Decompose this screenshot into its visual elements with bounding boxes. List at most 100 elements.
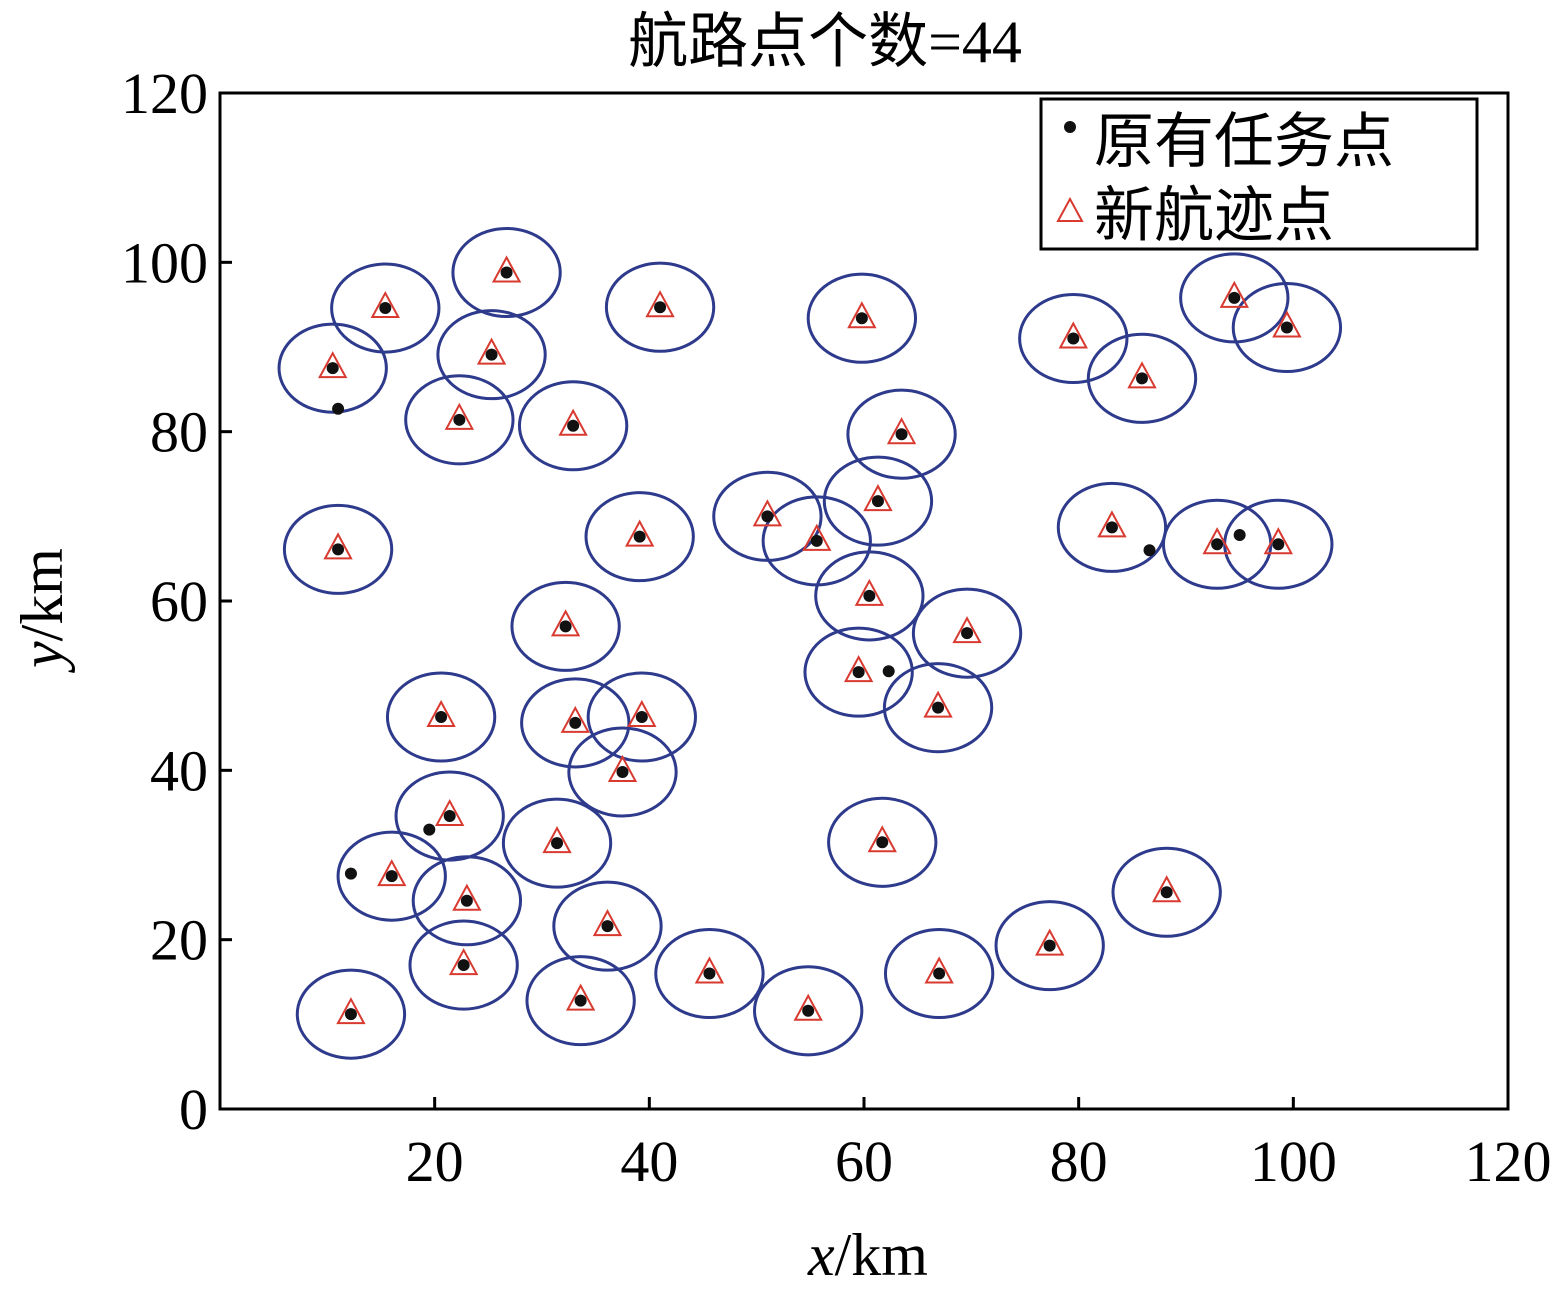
task-point-marker [500, 266, 513, 279]
waypoint-marker [1263, 527, 1293, 555]
x-axis-unit: /km [835, 1222, 928, 1288]
legend-label-task-point: 原有任务点 [1094, 109, 1394, 175]
task-point-marker [574, 994, 587, 1007]
coverage-circle [336, 830, 447, 922]
coverage-circle [1056, 481, 1168, 573]
task-point-marker [559, 620, 572, 633]
waypoint-marker [847, 301, 877, 329]
coverage-circle [827, 796, 938, 888]
task-point-marker [457, 959, 470, 972]
task-point-marker [423, 823, 436, 836]
y-tick-label: 100 [121, 230, 208, 295]
coverage-circle [654, 928, 765, 1020]
waypoint-marker [476, 337, 507, 365]
waypoint-marker [318, 351, 348, 379]
task-point-marker [882, 665, 895, 678]
task-point-marker [567, 419, 580, 432]
task-point-marker [961, 627, 974, 640]
task-point-marker [1143, 544, 1156, 557]
task-point-marker [855, 312, 868, 325]
coverage-circle [282, 503, 394, 595]
coverage-circle [883, 928, 995, 1020]
coverage-circle [404, 374, 515, 466]
task-point-marker [1043, 939, 1056, 952]
task-point-marker [1211, 538, 1224, 551]
waypoint-marker [793, 993, 823, 1021]
waypoint-marker [336, 997, 366, 1025]
coverage-circle [330, 262, 441, 354]
y-tick-label: 0 [179, 1077, 208, 1142]
task-point-marker [379, 302, 392, 315]
coverage-circle [1231, 282, 1343, 374]
coverage-circle [846, 388, 957, 480]
waypoint-marker [323, 532, 353, 560]
task-point-marker [569, 716, 582, 729]
waypoint-marker [843, 655, 874, 683]
waypoint-marker [854, 578, 885, 606]
coverage-circle [1111, 846, 1222, 938]
x-tick-label: 40 [620, 1129, 678, 1194]
coverage-circles [277, 226, 1343, 1060]
waypoint-marker [867, 825, 897, 853]
coverage-circle [586, 671, 697, 763]
coverage-circle [552, 880, 663, 972]
coverage-circle [1179, 252, 1290, 344]
waypoint-marker [923, 690, 953, 718]
task-point-marker [332, 543, 345, 556]
task-point-marker [443, 810, 456, 823]
coverage-circle [567, 726, 678, 818]
task-point-marker [1135, 372, 1148, 385]
task-point-marker [616, 766, 629, 779]
coverage-circle [803, 626, 914, 718]
task-point-marker [385, 870, 398, 883]
task-point-marker [633, 530, 646, 543]
waypoint-marker [1058, 321, 1088, 349]
x-axis: 20 40 60 80 100 120 [406, 1097, 1552, 1194]
waypoint-marker [952, 616, 982, 644]
task-point-marker [635, 710, 648, 723]
y-tick-label: 20 [150, 908, 208, 973]
y-tick-label: 60 [150, 569, 208, 634]
waypoint-marker [448, 947, 479, 976]
waypoint-marker [435, 798, 465, 827]
coverage-circle [1018, 293, 1129, 385]
y-tick-label: 120 [121, 61, 208, 126]
coverage-circle [822, 455, 934, 547]
waypoint-marker [558, 408, 588, 436]
waypoint-marker [645, 290, 675, 318]
waypoint-marker [444, 402, 475, 430]
coverage-circle [408, 919, 519, 1011]
y-axis-variable: y [9, 641, 75, 674]
y-axis-title: y/km [9, 548, 75, 674]
y-axis-unit: /km [9, 548, 75, 641]
waypoint-marker [1152, 875, 1182, 903]
task-point-marker [344, 1008, 357, 1021]
waypoint-marker [560, 705, 590, 733]
coverage-circle [451, 226, 562, 319]
waypoint-marker [370, 290, 400, 319]
waypoint-marker [542, 826, 572, 854]
waypoint-marker [752, 499, 783, 527]
task-point-marker [453, 413, 466, 426]
waypoint-marker [550, 609, 581, 637]
coverage-circle [436, 309, 547, 401]
task-point-marker [876, 836, 889, 849]
task-point-marker [460, 894, 473, 907]
task-point-marker [326, 362, 339, 375]
x-axis-title: x/km [807, 1222, 928, 1288]
coverage-circle [882, 662, 994, 754]
waypoint-marker [565, 983, 596, 1011]
waypoint-marker [1097, 510, 1127, 538]
waypoint-marker [592, 909, 623, 937]
waypoint-marker [1127, 361, 1157, 389]
waypoint-marker [377, 859, 407, 887]
coverage-circle [385, 671, 497, 763]
legend-box [1039, 97, 1479, 251]
coverage-circle [501, 797, 613, 889]
x-tick-label: 100 [1250, 1129, 1337, 1194]
task-point-marker [863, 589, 876, 602]
waypoint-marker [607, 754, 638, 783]
waypoint-marker [886, 417, 917, 445]
task-point-marker [332, 402, 345, 415]
